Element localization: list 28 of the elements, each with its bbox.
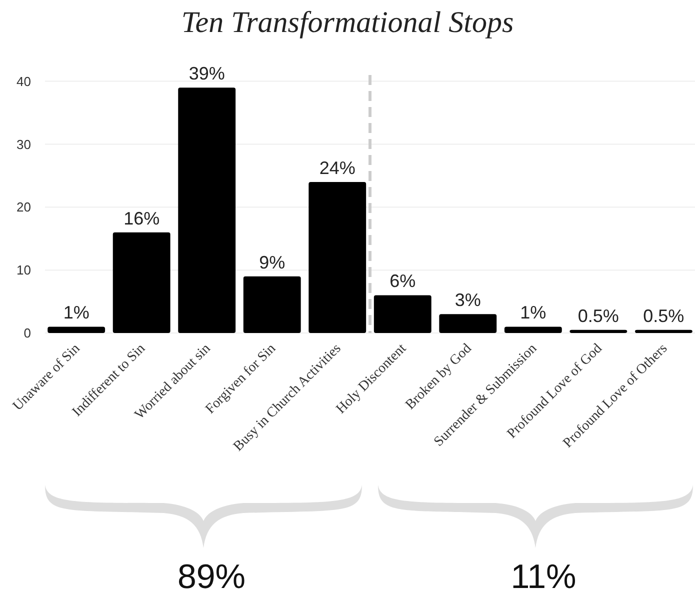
bar [634, 330, 692, 333]
y-tick-label: 0 [24, 326, 31, 341]
bar [439, 314, 497, 333]
y-tick-label: 20 [16, 200, 31, 215]
bar [178, 88, 236, 333]
bar [374, 295, 432, 333]
data-label: 9% [259, 252, 286, 272]
data-label: 1% [520, 302, 546, 323]
data-label: 0.5% [643, 306, 684, 326]
data-label: 16% [124, 208, 160, 228]
text: 11% [510, 558, 576, 596]
chart-title: Ten Transformational Stops [181, 6, 514, 39]
data-label: 3% [454, 290, 481, 310]
data-label: 1% [63, 302, 90, 323]
y-tick-label: 40 [16, 74, 31, 89]
bar [48, 326, 106, 333]
bar [243, 276, 301, 333]
data-label: 24% [319, 158, 356, 178]
y-tick-label: 10 [16, 262, 31, 278]
text: 89% [177, 558, 246, 596]
bar [112, 232, 170, 333]
data-label: 39% [188, 64, 225, 84]
bar [308, 182, 366, 333]
bar [570, 330, 628, 333]
data-label: 0.5% [578, 306, 619, 326]
bar [504, 326, 562, 333]
data-label: 6% [390, 271, 416, 292]
y-tick-label: 30 [16, 136, 31, 152]
